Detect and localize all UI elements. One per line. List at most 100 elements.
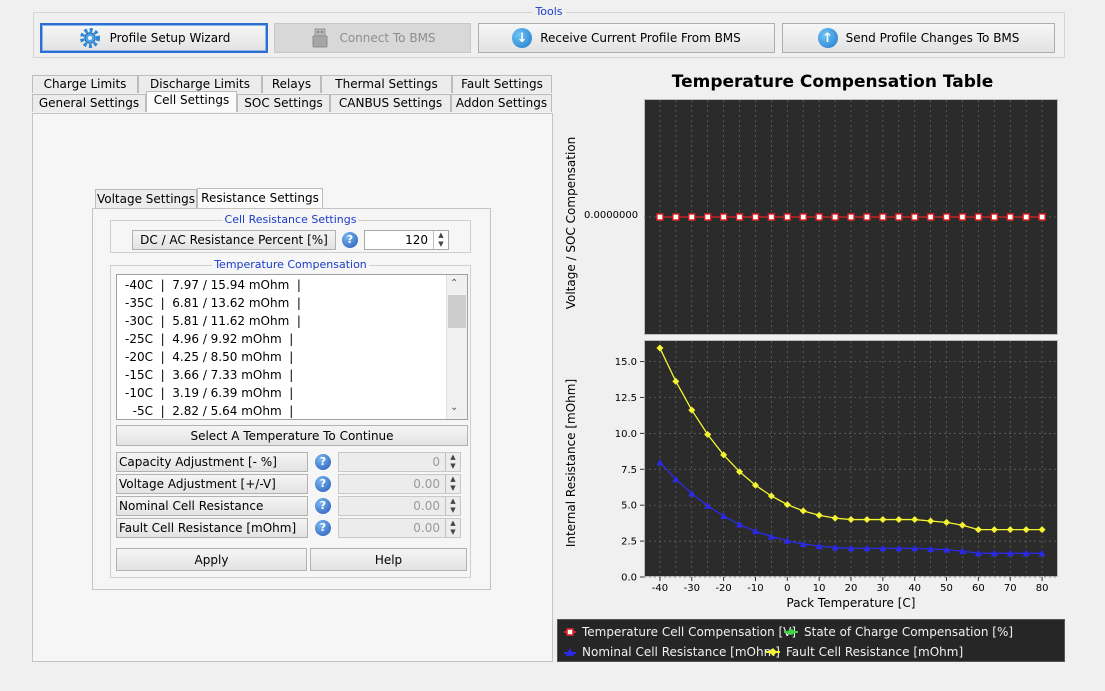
point-marker <box>656 213 664 221</box>
y-tick-label: 12.5 <box>615 393 637 404</box>
tab-voltage-settings[interactable]: Voltage Settings <box>95 189 197 208</box>
tab-thermal-settings[interactable]: Thermal Settings <box>321 75 452 93</box>
profile-setup-wizard-button[interactable]: Profile Setup Wizard <box>40 23 268 53</box>
legend-label: Temperature Cell Compensation [V] <box>582 625 797 639</box>
point-marker <box>751 481 759 489</box>
voltage-adjustment-spinner[interactable]: 0.00 ▲ ▼ <box>338 474 461 494</box>
point-marker <box>863 213 871 221</box>
point-marker <box>783 537 791 544</box>
help-icon[interactable]: ? <box>315 454 331 470</box>
point-marker <box>879 516 887 524</box>
help-button[interactable]: Help <box>310 548 467 571</box>
point-marker <box>720 512 728 519</box>
spinner-arrows-icon[interactable]: ▲ ▼ <box>445 453 460 471</box>
spinner-arrows-icon[interactable]: ▲ ▼ <box>445 519 460 537</box>
tab-discharge-limits[interactable]: Discharge Limits <box>138 75 262 93</box>
list-item[interactable]: -5C | 2.82 / 5.64 mOhm | <box>125 404 294 418</box>
point-marker <box>927 545 935 552</box>
x-tick-label: -10 <box>747 583 763 594</box>
point-marker <box>958 547 966 555</box>
list-item[interactable]: -25C | 4.96 / 9.92 mOhm | <box>125 332 294 346</box>
nominal-cell-resistance-spinner[interactable]: 0.00 ▲ ▼ <box>338 496 461 516</box>
scroll-up-icon[interactable]: ⌃ <box>450 278 459 289</box>
scroll-down-icon[interactable]: ⌄ <box>450 402 459 413</box>
y-tick-label: 0.0 <box>621 573 637 584</box>
tab-relays[interactable]: Relays <box>262 75 321 93</box>
list-item[interactable]: -20C | 4.25 / 8.50 mOhm | <box>125 350 294 364</box>
point-marker <box>688 213 696 221</box>
point-marker <box>656 459 664 466</box>
help-icon[interactable]: ? <box>315 520 331 536</box>
bottom-y-axis-label: Internal Resistance [mOhm] <box>564 378 578 548</box>
y-tick-label: 5.0 <box>621 501 637 512</box>
x-tick-label: 20 <box>845 583 858 594</box>
x-tick-label: 60 <box>972 583 985 594</box>
point-marker <box>719 213 728 221</box>
y-tick-label: 7.5 <box>621 465 637 476</box>
point-marker <box>1038 213 1046 221</box>
point-marker <box>974 213 983 221</box>
point-marker <box>751 213 760 221</box>
send-profile-button[interactable]: ↑ Send Profile Changes To BMS <box>782 23 1055 53</box>
point-marker <box>847 544 855 552</box>
select-temperature-button[interactable]: Select A Temperature To Continue <box>116 425 468 446</box>
tab-addon-settings[interactable]: Addon Settings <box>451 94 552 112</box>
point-marker <box>815 213 823 221</box>
main-tabs: Charge Limits Discharge Limits Relays Th… <box>32 75 552 115</box>
list-item[interactable]: -15C | 3.66 / 7.33 mOhm | <box>125 368 294 382</box>
voltage-adjustment-label: Voltage Adjustment [+/-V] <box>116 474 308 494</box>
list-item[interactable]: -10C | 3.19 / 6.39 mOhm | <box>125 386 294 400</box>
point-marker <box>847 516 855 524</box>
point-marker <box>1038 526 1046 534</box>
point-marker <box>704 431 712 439</box>
point-marker <box>943 518 951 526</box>
legend-marker-diamond-icon <box>766 648 780 656</box>
list-scrollbar[interactable]: ⌃ ⌄ <box>446 275 467 419</box>
point-marker <box>656 344 664 352</box>
help-icon[interactable]: ? <box>342 232 358 248</box>
point-marker <box>1038 549 1046 557</box>
point-marker <box>1022 549 1030 557</box>
list-item[interactable]: -40C | 7.97 / 15.94 mOhm | <box>125 278 301 292</box>
receive-profile-button[interactable]: ↓ Receive Current Profile From BMS <box>478 23 775 53</box>
tab-fault-settings[interactable]: Fault Settings <box>452 75 552 93</box>
capacity-adjustment-spinner[interactable]: 0 ▲ ▼ <box>338 452 461 472</box>
connect-to-bms-label: Connect To BMS <box>339 31 436 45</box>
list-item[interactable]: -30C | 5.81 / 11.62 mOhm | <box>125 314 301 328</box>
x-tick-label: -20 <box>715 583 731 594</box>
apply-button[interactable]: Apply <box>116 548 307 571</box>
legend-label: State of Charge Compensation [%] <box>804 625 1014 639</box>
point-marker <box>974 526 982 534</box>
help-icon[interactable]: ? <box>315 476 331 492</box>
x-tick-label: 70 <box>1004 583 1017 594</box>
temperature-list[interactable]: -40C | 7.97 / 15.94 mOhm | -35C | 6.81 /… <box>116 274 468 420</box>
tab-charge-limits[interactable]: Charge Limits <box>32 75 138 93</box>
spinner-arrows-icon[interactable]: ▲ ▼ <box>433 231 448 249</box>
tab-canbus-settings[interactable]: CANBUS Settings <box>330 94 451 112</box>
tab-soc-settings[interactable]: SOC Settings <box>237 94 330 112</box>
point-marker <box>990 213 999 221</box>
tab-general-settings[interactable]: General Settings <box>32 94 146 112</box>
legend-label: Fault Cell Resistance [mOhm] <box>786 645 964 659</box>
point-marker <box>895 516 903 524</box>
point-marker <box>910 213 919 221</box>
dc-ac-resistance-label: DC / AC Resistance Percent [%] <box>132 230 336 250</box>
list-item[interactable]: -35C | 6.81 / 13.62 mOhm | <box>125 296 301 310</box>
legend-marker-triangle-icon <box>564 648 576 656</box>
dc-ac-resistance-spinner[interactable]: 120 ▲ ▼ <box>364 230 449 250</box>
help-icon[interactable]: ? <box>315 498 331 514</box>
tools-toolbar: Tools Profile Setup Wizard Connect To BM… <box>33 5 1065 58</box>
spinner-arrows-icon[interactable]: ▲ ▼ <box>445 497 460 515</box>
tab-cell-settings[interactable]: Cell Settings <box>146 91 237 112</box>
point-marker <box>911 516 919 524</box>
point-marker <box>879 213 887 221</box>
connect-to-bms-button[interactable]: Connect To BMS <box>274 23 471 53</box>
fault-cell-resistance-value: 0.00 <box>413 521 440 535</box>
tab-resistance-settings[interactable]: Resistance Settings <box>197 188 323 209</box>
x-tick-label: 30 <box>876 583 889 594</box>
spinner-arrows-icon[interactable]: ▲ ▼ <box>445 475 460 493</box>
point-marker <box>767 213 776 221</box>
scroll-thumb[interactable] <box>448 295 466 328</box>
fault-cell-resistance-spinner[interactable]: 0.00 ▲ ▼ <box>338 518 461 538</box>
capacity-adjustment-value: 0 <box>432 455 440 469</box>
